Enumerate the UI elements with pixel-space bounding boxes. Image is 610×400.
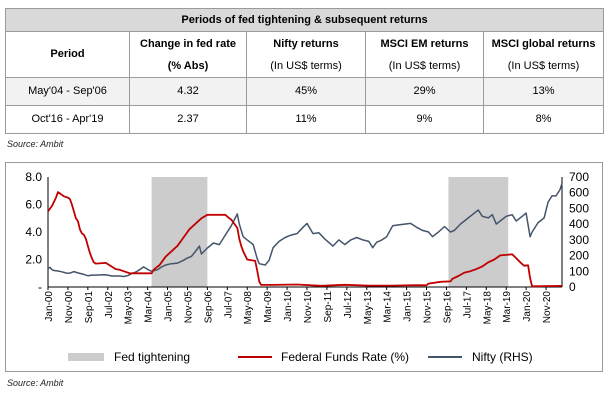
table-row: May'04 - Sep'06 4.32 45% 29% 13% [5,76,605,106]
cell-period: May'04 - Sep'06 [5,76,130,106]
table-title: Periods of fed tightening & subsequent r… [4,7,605,33]
cell-fed-rate: 4.32 [129,76,247,106]
left-tick-label: 8.0 [25,170,42,184]
header-nifty-unit: (In US$ terms) [246,54,366,78]
right-tick-label: 200 [569,249,589,263]
header-msci-em-unit: (In US$ terms) [365,54,484,78]
right-tick-label: 0 [569,280,576,294]
x-tick-label: Nov-00 [64,291,75,324]
x-tick-label: May-03 [124,291,135,325]
header-period: Period [5,31,130,78]
fed-tightening-band [448,177,509,287]
cell-period: Oct'16 - Apr'19 [5,104,130,135]
right-tick-label: 300 [569,233,589,247]
left-tick-label: 4.0 [25,225,42,239]
left-tick-label: 2.0 [25,253,42,267]
right-tick-label: 700 [569,170,589,184]
right-tick-label: 400 [569,217,589,231]
x-tick-label: Sep-01 [84,291,95,324]
header-nifty: Nifty returns [246,31,366,55]
header-fed-rate-unit: (% Abs) [129,54,247,78]
right-tick-label: 500 [569,201,589,215]
legend-swatch-fed-tightening [68,353,104,361]
x-tick-label: Nov-05 [183,291,194,324]
x-tick-label: Mar-04 [144,291,155,323]
x-tick-label: Jan-15 [403,291,414,322]
header-msci-em: MSCI EM returns [365,31,484,55]
x-tick-label: Nov-15 [423,291,434,324]
nifty-line [47,183,563,278]
x-tick-label: Mar-14 [383,291,394,323]
x-tick-label: Jul-07 [223,291,234,319]
x-tick-label: Jul-17 [462,291,473,319]
x-tick-label: Jul-02 [104,291,115,319]
table-source: Source: Ambit [7,139,64,149]
cell-msci-global: 13% [482,76,605,106]
x-tick-label: Sep-06 [203,291,214,324]
x-tick-label: May-13 [363,291,374,325]
x-tick-label: Jan-00 [44,291,55,322]
cell-msci-em: 29% [365,76,484,106]
chart-source: Source: Ambit [7,378,64,388]
header-msci-global: MSCI global returns [482,31,605,55]
x-tick-label: May-18 [482,291,493,325]
header-fed-rate: Change in fed rate [129,31,247,55]
left-tick-label: 6.0 [25,198,42,212]
x-tick-label: Jan-20 [522,291,533,322]
x-tick-label: Sep-16 [442,291,453,324]
right-tick-label: 100 [569,264,589,278]
fed-tightening-band [151,177,208,287]
x-tick-label: Jul-12 [343,291,354,319]
returns-table: Periods of fed tightening & subsequent r… [4,7,605,135]
cell-fed-rate: 2.37 [129,104,247,135]
chart-frame: -2.0 4.0 6.0 8.0 0 100 200 300 400 500 600 700 Jan-0… [5,162,603,372]
legend-label-fed-tightening: Fed tightening [114,350,190,364]
cell-nifty: 11% [246,104,366,135]
x-tick-label: Sep-11 [323,291,334,323]
left-tick-label: - [38,280,42,294]
table-row: Oct'16 - Apr'19 2.37 11% 9% 8% [5,104,605,135]
legend-label-fed-funds-rate: Federal Funds Rate (%) [281,350,409,364]
right-tick-label: 600 [569,186,589,200]
x-tick-label: Mar-09 [263,291,274,323]
x-tick-label: Jan-10 [283,291,294,322]
cell-msci-global: 8% [482,104,605,135]
x-tick-label: May-08 [243,291,254,325]
x-tick-label: Nov-10 [303,291,314,324]
cell-nifty: 45% [246,76,366,106]
fed-rate-nifty-chart: -2.04.06.08.00100200300400500600700Jan-0… [25,170,589,364]
cell-msci-em: 9% [365,104,484,135]
legend-label-nifty: Nifty (RHS) [472,350,533,364]
x-tick-label: Mar-19 [502,291,513,323]
x-tick-label: Jan-05 [164,291,175,322]
x-tick-label: Nov-20 [542,291,553,324]
header-msci-global-unit: (In US$ terms) [482,54,605,78]
fed-funds-rate-line [47,191,563,288]
